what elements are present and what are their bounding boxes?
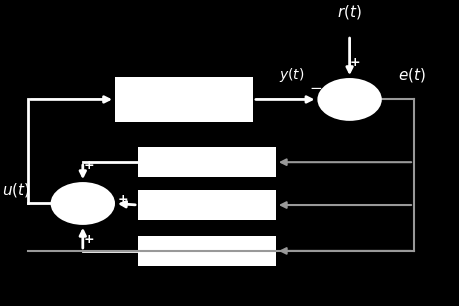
Text: $y(t)$: $y(t)$ (279, 66, 304, 84)
Circle shape (317, 78, 381, 121)
Text: −: − (309, 81, 322, 96)
Bar (138, 190, 275, 220)
Text: +: + (83, 233, 94, 246)
Text: $e(t)$: $e(t)$ (397, 66, 425, 84)
Text: $u(t)$: $u(t)$ (2, 181, 30, 199)
Text: +: + (118, 193, 129, 206)
Text: $r(t)$: $r(t)$ (336, 3, 361, 21)
Circle shape (50, 182, 115, 225)
Bar (138, 236, 275, 266)
Bar (115, 76, 252, 122)
Bar (138, 147, 275, 177)
Text: +: + (83, 159, 94, 172)
Text: +: + (349, 56, 360, 69)
